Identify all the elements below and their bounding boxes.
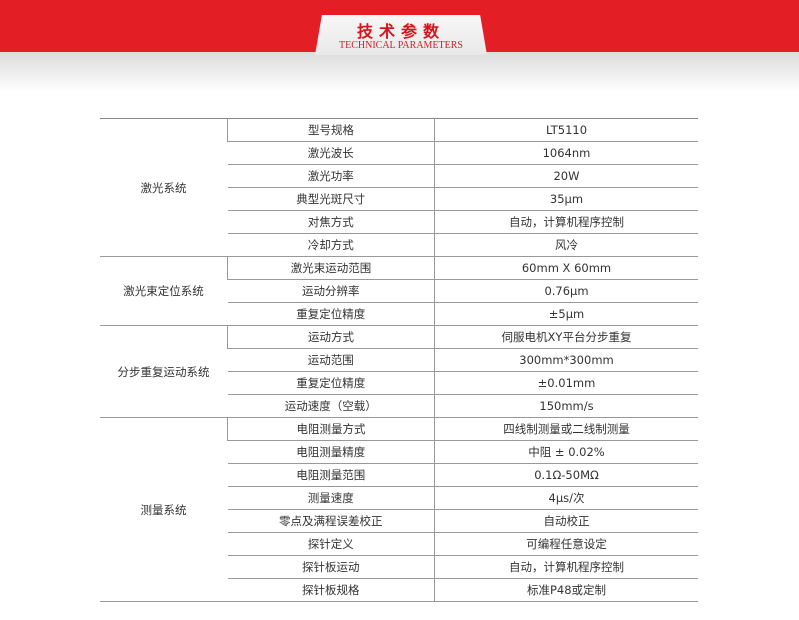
param-name: 运动分辨率 xyxy=(227,279,435,303)
param-value: 4μs/次 xyxy=(434,486,698,510)
group-name: 分步重复运动系统 xyxy=(100,325,228,418)
param-value: 自动校正 xyxy=(434,509,698,533)
table-row: 电阻测量精度 中阻 ± 0.02% xyxy=(100,440,698,464)
param-name: 测量速度 xyxy=(227,486,435,510)
param-name: 零点及满程误差校正 xyxy=(227,509,435,533)
param-value: 60mm X 60mm xyxy=(434,256,698,280)
table-row: 重复定位精度 ±0.01mm xyxy=(100,371,698,395)
table-row: 测量系统 电阻测量方式 四线制测量或二线制测量 xyxy=(100,417,698,602)
param-name: 探针板运动 xyxy=(227,555,435,579)
table-row: 分步重复运动系统 运动方式 伺服电机XY平台分步重复 xyxy=(100,325,698,418)
param-name: 重复定位精度 xyxy=(227,371,435,395)
param-value: ±5μm xyxy=(434,302,698,326)
param-name: 重复定位精度 xyxy=(227,302,435,326)
param-value: 风冷 xyxy=(434,233,698,257)
table-row: 运动速度（空载） 150mm/s xyxy=(100,394,698,418)
param-value: LT5110 xyxy=(434,118,698,142)
param-name: 冷却方式 xyxy=(227,233,435,257)
table-row: 激光波长 1064nm xyxy=(100,141,698,165)
param-name: 典型光斑尺寸 xyxy=(227,187,435,211)
param-value: 自动，计算机程序控制 xyxy=(434,210,698,234)
table-row: 激光功率 20W xyxy=(100,164,698,188)
table-row: 零点及满程误差校正 自动校正 xyxy=(100,509,698,533)
param-value: 35μm xyxy=(434,187,698,211)
param-value: 自动，计算机程序控制 xyxy=(434,555,698,579)
param-name: 激光束运动范围 xyxy=(227,256,435,280)
param-value: 1064nm xyxy=(434,141,698,165)
table-row: 冷却方式 风冷 xyxy=(100,233,698,257)
param-name: 激光功率 xyxy=(227,164,435,188)
table-row: 重复定位精度 ±5μm xyxy=(100,302,698,326)
param-name: 探针定义 xyxy=(227,532,435,556)
param-value: 0.76μm xyxy=(434,279,698,303)
table-row: 探针板规格 标准P48或定制 xyxy=(100,578,698,602)
table-row: 探针定义 可编程任意设定 xyxy=(100,532,698,556)
param-value: 标准P48或定制 xyxy=(434,578,698,602)
param-value: 0.1Ω-50MΩ xyxy=(434,463,698,487)
table-row: 探针板运动 自动，计算机程序控制 xyxy=(100,555,698,579)
param-name: 电阻测量范围 xyxy=(227,463,435,487)
param-value: 150mm/s xyxy=(434,394,698,418)
group-name: 激光束定位系统 xyxy=(100,256,228,326)
param-name: 激光波长 xyxy=(227,141,435,165)
table-row: 激光束定位系统 激光束运动范围 60mm X 60mm xyxy=(100,256,698,326)
table-row: 电阻测量范围 0.1Ω-50MΩ xyxy=(100,463,698,487)
table-row: 对焦方式 自动，计算机程序控制 xyxy=(100,210,698,234)
param-name: 运动方式 xyxy=(227,325,435,349)
section-title: 技术参数 xyxy=(356,22,445,41)
param-value: 伺服电机XY平台分步重复 xyxy=(434,325,698,349)
param-value: ±0.01mm xyxy=(434,371,698,395)
param-name: 探针板规格 xyxy=(227,578,435,602)
param-name: 型号规格 xyxy=(227,118,435,142)
header-shadow xyxy=(0,52,799,92)
group-name: 测量系统 xyxy=(100,417,228,602)
table-row: 测量速度 4μs/次 xyxy=(100,486,698,510)
spec-table: 激光系统 型号规格 LT5110 激光波长 1064nm 激光功率 20W 典型光斑尺寸 35μ… xyxy=(100,118,698,602)
section-title-tab: 技术参数 TECHNICAL PARAMETERS xyxy=(315,15,487,55)
group-name: 激光系统 xyxy=(100,118,228,257)
param-name: 电阻测量方式 xyxy=(227,417,435,441)
table-row: 运动范围 300mm*300mm xyxy=(100,348,698,372)
param-name: 运动范围 xyxy=(227,348,435,372)
param-value: 可编程任意设定 xyxy=(434,532,698,556)
param-name: 运动速度（空载） xyxy=(227,394,435,418)
param-name: 对焦方式 xyxy=(227,210,435,234)
table-row: 运动分辨率 0.76μm xyxy=(100,279,698,303)
table-row: 典型光斑尺寸 35μm xyxy=(100,187,698,211)
param-value: 20W xyxy=(434,164,698,188)
param-value: 中阻 ± 0.02% xyxy=(434,440,698,464)
table-row: 激光系统 型号规格 LT5110 xyxy=(100,118,698,257)
param-name: 电阻测量精度 xyxy=(227,440,435,464)
section-subtitle: TECHNICAL PARAMETERS xyxy=(339,40,463,51)
param-value: 四线制测量或二线制测量 xyxy=(434,417,698,441)
param-value: 300mm*300mm xyxy=(434,348,698,372)
